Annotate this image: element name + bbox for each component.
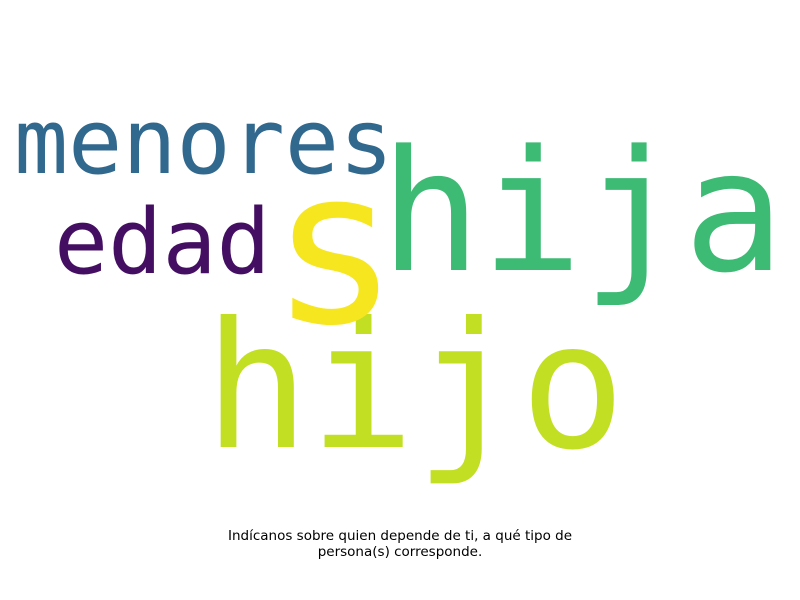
caption: Indícanos sobre quien depende de ti, a q…: [150, 528, 650, 560]
word-edad: edad: [54, 190, 271, 295]
word-s: s: [270, 122, 400, 373]
caption-line-2: persona(s) corresponde.: [317, 544, 483, 560]
word-menores: menores: [14, 90, 394, 195]
word-hija: hija: [380, 114, 785, 310]
word-cloud: menores edad hija hijo s: [14, 90, 785, 489]
word-hijo: hijo: [204, 286, 626, 489]
caption-line-1: Indícanos sobre quien depende de ti, a q…: [227, 528, 573, 544]
